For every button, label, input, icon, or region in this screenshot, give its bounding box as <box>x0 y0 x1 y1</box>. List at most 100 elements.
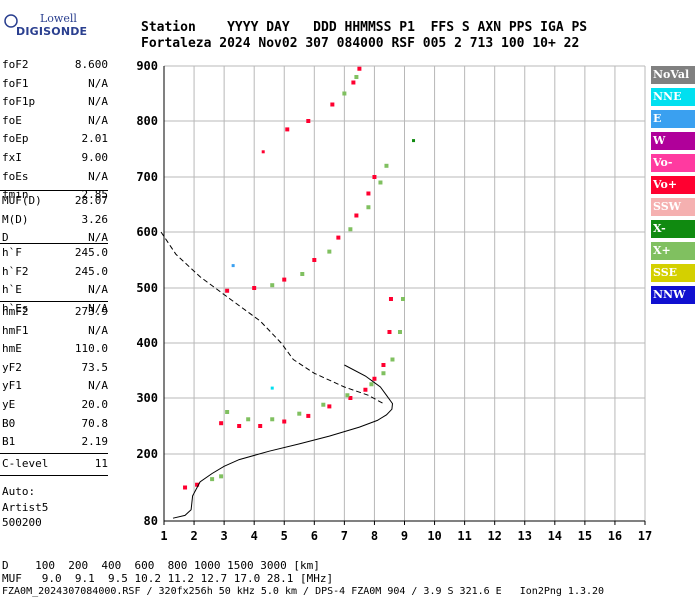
x-tick-label: 6 <box>311 529 318 543</box>
trace-point-x <box>321 402 326 407</box>
param-name: hmE <box>2 342 22 356</box>
y-tick-label: 500 <box>136 281 158 295</box>
trace-point-x <box>400 297 405 301</box>
legend-item: X- <box>651 220 695 238</box>
param-row: foF1p N/A <box>2 95 108 110</box>
autoscale-line3: 500200 <box>2 516 42 529</box>
param-row: h`F2 245.0 <box>2 265 108 280</box>
param-row: h`E N/A <box>2 283 108 298</box>
trace-point-x <box>390 357 395 362</box>
trace-point-x <box>297 411 302 416</box>
param-name: C-level <box>2 457 49 470</box>
trace-point-vo <box>219 421 224 426</box>
x-tick-label: 10 <box>427 529 441 543</box>
param-value: N/A <box>88 283 108 297</box>
trace-point-x <box>210 477 215 482</box>
stray-marker <box>412 139 416 143</box>
x-tick-label: 3 <box>221 529 228 543</box>
trace-point-vo <box>282 277 287 282</box>
trace-point-x <box>381 371 386 376</box>
x-tick-label: 13 <box>518 529 532 543</box>
x-tick-label: 16 <box>608 529 622 543</box>
trace-point-x <box>270 283 275 288</box>
x-tick-label: 2 <box>190 529 197 543</box>
trace-point-vo <box>237 424 242 428</box>
legend-item: Vo+ <box>651 176 695 194</box>
param-row: B0 70.8 <box>2 417 108 432</box>
logo-line1: Lowell <box>40 12 77 25</box>
param-row: foEp 2.01 <box>2 132 108 147</box>
param-name: B1 <box>2 435 16 449</box>
param-row: hmE 110.0 <box>2 342 108 357</box>
x-tick-label: 7 <box>341 529 348 543</box>
trace-point-vo <box>357 66 362 71</box>
param-name: h`E <box>2 283 22 297</box>
trace-point-vo <box>306 413 311 418</box>
header-labels: Station YYYY DAY DDD HHMMSS P1 FFS S AXN… <box>141 20 588 35</box>
param-value: N/A <box>88 301 108 315</box>
param-value: 70.8 <box>81 416 109 430</box>
param-name: foEp <box>2 132 29 146</box>
trace-point-x <box>219 474 224 479</box>
param-name: foF1p <box>2 95 36 109</box>
param-row: hmF1 N/A <box>2 324 108 339</box>
param-value: 11 <box>94 457 108 470</box>
param-value: N/A <box>88 95 108 109</box>
trace-point-x <box>345 393 350 398</box>
y-tick-label: 600 <box>136 225 158 239</box>
param-value: 9.00 <box>81 151 109 164</box>
trace-point-x <box>354 75 359 79</box>
param-name: h`F <box>2 246 22 259</box>
trace-point-vo <box>252 286 257 290</box>
legend-item: NNE <box>651 88 695 106</box>
x-tick-label: 1 <box>160 529 167 543</box>
trace-point-x <box>348 227 353 232</box>
stray-marker <box>261 150 265 154</box>
y-tick-label: 80 <box>144 514 158 528</box>
x-tick-label: 14 <box>548 529 562 543</box>
param-row: B1 2.19 <box>2 435 108 450</box>
param-value: 2.01 <box>81 132 109 146</box>
trace-point-x <box>225 410 230 414</box>
param-value: N/A <box>88 323 108 337</box>
trace-point-x <box>397 330 402 334</box>
x-tick-label: 15 <box>578 529 592 543</box>
trace-point-vo <box>354 213 359 218</box>
param-value: 245.0 <box>74 264 108 278</box>
param-row: yF2 73.5 <box>2 361 108 376</box>
stray-marker <box>270 386 274 390</box>
param-separator <box>0 301 108 302</box>
header-values: Fortaleza 2024 Nov02 307 084000 RSF 005 … <box>141 36 580 51</box>
trace-point-x <box>342 91 347 96</box>
param-value: N/A <box>88 231 108 245</box>
trace-point-vo <box>258 424 263 428</box>
param-name: foEs <box>2 169 29 183</box>
param-row: MUF(D) 28.07 <box>2 194 108 209</box>
trace-point-vo <box>306 119 311 123</box>
param-value: 73.5 <box>81 360 109 374</box>
trace-point-x <box>384 163 389 168</box>
param-row: foEs N/A <box>2 170 108 185</box>
trace-point-vo <box>312 258 317 262</box>
param-value: 110.0 <box>74 342 108 356</box>
footer-distance-line: D 100 200 400 600 800 1000 1500 3000 [km… <box>2 559 320 572</box>
param-name: B0 <box>2 416 16 430</box>
param-value: 8.600 <box>74 58 108 71</box>
param-row: fxI 9.00 <box>2 151 108 166</box>
param-name: MUF(D) <box>2 194 42 207</box>
logo-line2: DIGISONDE <box>16 25 88 38</box>
param-row: h`Es N/A <box>2 302 108 317</box>
param-row: foE N/A <box>2 114 108 129</box>
param-value: N/A <box>88 379 108 393</box>
trace-point-vo <box>351 80 356 85</box>
legend-item: X+ <box>651 242 695 260</box>
x-tick-label: 5 <box>281 529 288 543</box>
param-name: yF1 <box>2 379 22 393</box>
param-value: N/A <box>88 76 108 90</box>
param-name: yF2 <box>2 360 22 374</box>
param-separator <box>0 453 108 454</box>
x-tick-label: 9 <box>401 529 408 543</box>
trace-point-vo <box>388 297 393 301</box>
trace-point-vo <box>225 288 230 293</box>
